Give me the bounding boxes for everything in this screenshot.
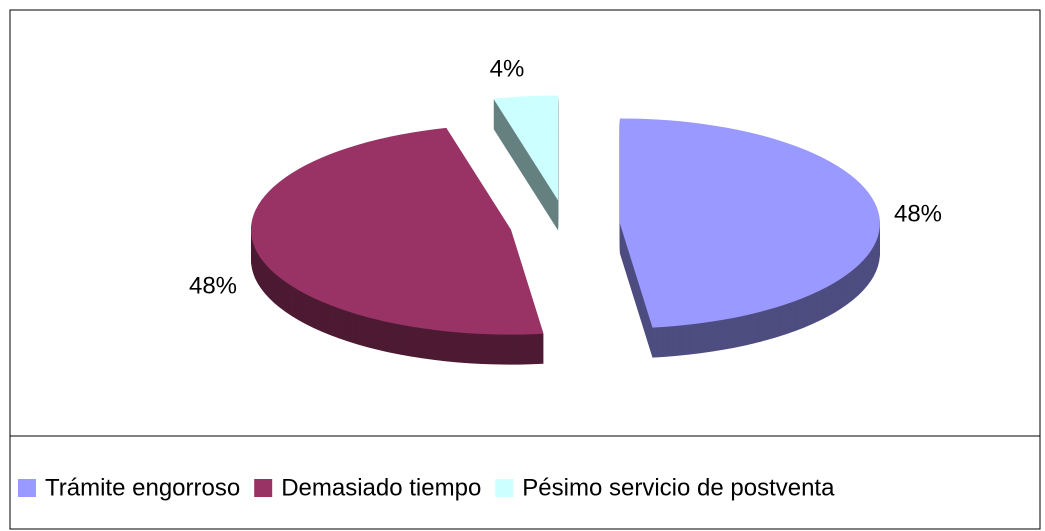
data-label: 4%	[490, 55, 525, 82]
legend-swatch	[254, 479, 273, 497]
legend-label: Pésimo servicio de postventa	[522, 474, 835, 501]
pie-slice-top	[250, 127, 544, 335]
chart-border	[9, 9, 1041, 530]
legend-label: Trámite engorroso	[45, 474, 240, 501]
pie-slice	[493, 95, 559, 231]
pie-slice-top	[493, 95, 559, 201]
legend-swatch	[495, 479, 514, 497]
pie-slice	[250, 127, 544, 365]
pie-slice	[619, 118, 880, 358]
data-label: 48%	[894, 200, 942, 227]
pie-slice-top	[619, 118, 880, 328]
legend-swatch	[18, 479, 36, 497]
legend-label: Demasiado tiempo	[281, 474, 481, 501]
data-label: 48%	[189, 272, 237, 299]
